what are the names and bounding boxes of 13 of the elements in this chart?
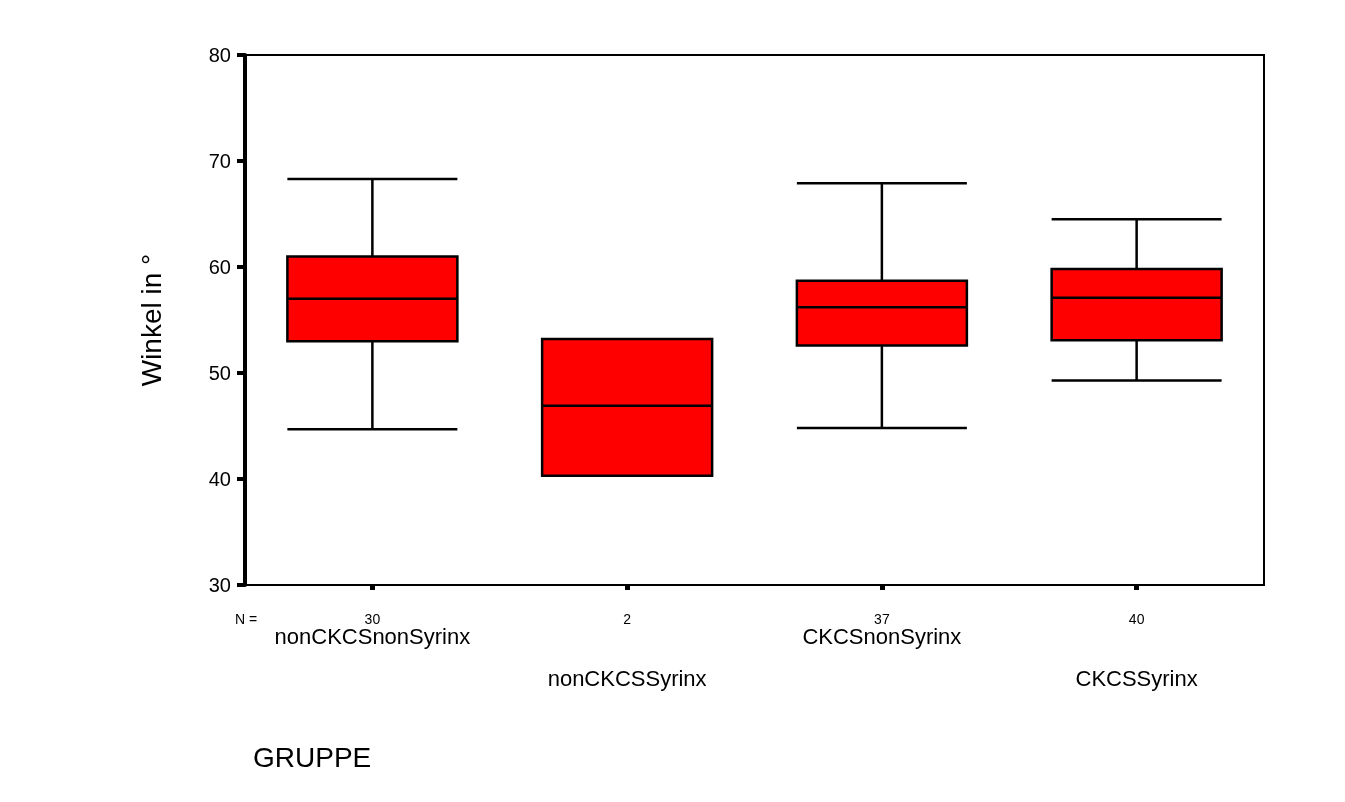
x-tick-label: CKCSSyrinx xyxy=(1075,665,1198,691)
y-tick-label: 60 xyxy=(208,256,231,278)
text: 2 xyxy=(623,611,632,627)
y-tick-label: 70 xyxy=(208,150,231,172)
x-axis-title: GRUPPE xyxy=(253,741,372,773)
y-tick-label: 50 xyxy=(208,362,231,384)
y-axis-title: Winkel in ° xyxy=(135,253,167,387)
text: N = xyxy=(234,611,258,627)
y-tick-label: 30 xyxy=(208,574,231,596)
x-tick-label: nonCKCSSyrinx xyxy=(547,665,707,691)
y-tick-label: 40 xyxy=(208,468,231,490)
y-tick-label: 80 xyxy=(208,44,231,66)
text: 40 xyxy=(1128,611,1145,627)
